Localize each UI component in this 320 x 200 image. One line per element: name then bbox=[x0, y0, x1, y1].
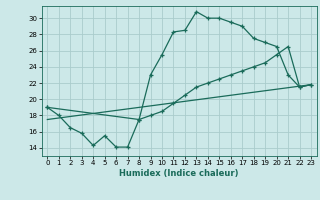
X-axis label: Humidex (Indice chaleur): Humidex (Indice chaleur) bbox=[119, 169, 239, 178]
